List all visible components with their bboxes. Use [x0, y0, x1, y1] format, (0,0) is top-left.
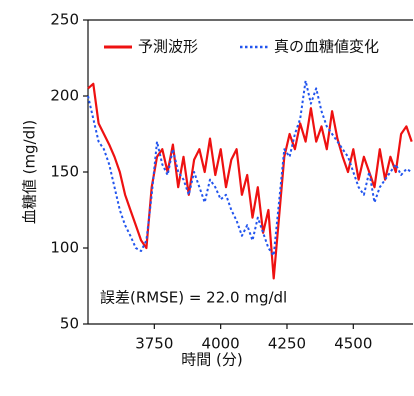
annotation: 誤差(RMSE) = 22.0 mg/dl — [100, 289, 287, 307]
x-tick-label: 3750 — [135, 335, 173, 353]
legend-bg — [100, 36, 230, 58]
y-tick-label: 100 — [50, 239, 79, 257]
data-line — [87, 79, 413, 257]
y-axis-label: 血糖値 (mg/dl) — [21, 120, 39, 224]
y-tick-label: 200 — [50, 87, 79, 105]
x-tick-label: 4000 — [202, 335, 240, 353]
data-line — [87, 82, 413, 280]
x-tick-label: 4500 — [334, 335, 372, 353]
y-tick-label: 50 — [60, 315, 79, 333]
legend-label: 予測波形 — [138, 38, 198, 56]
y-tick-label: 150 — [50, 163, 79, 181]
legend-label: 真の血糖値変化 — [274, 38, 379, 56]
legend-bg — [236, 36, 412, 58]
x-axis-label: 時間 (分) — [181, 351, 242, 369]
y-tick-label: 250 — [50, 11, 79, 29]
x-tick-label: 4250 — [268, 335, 306, 353]
